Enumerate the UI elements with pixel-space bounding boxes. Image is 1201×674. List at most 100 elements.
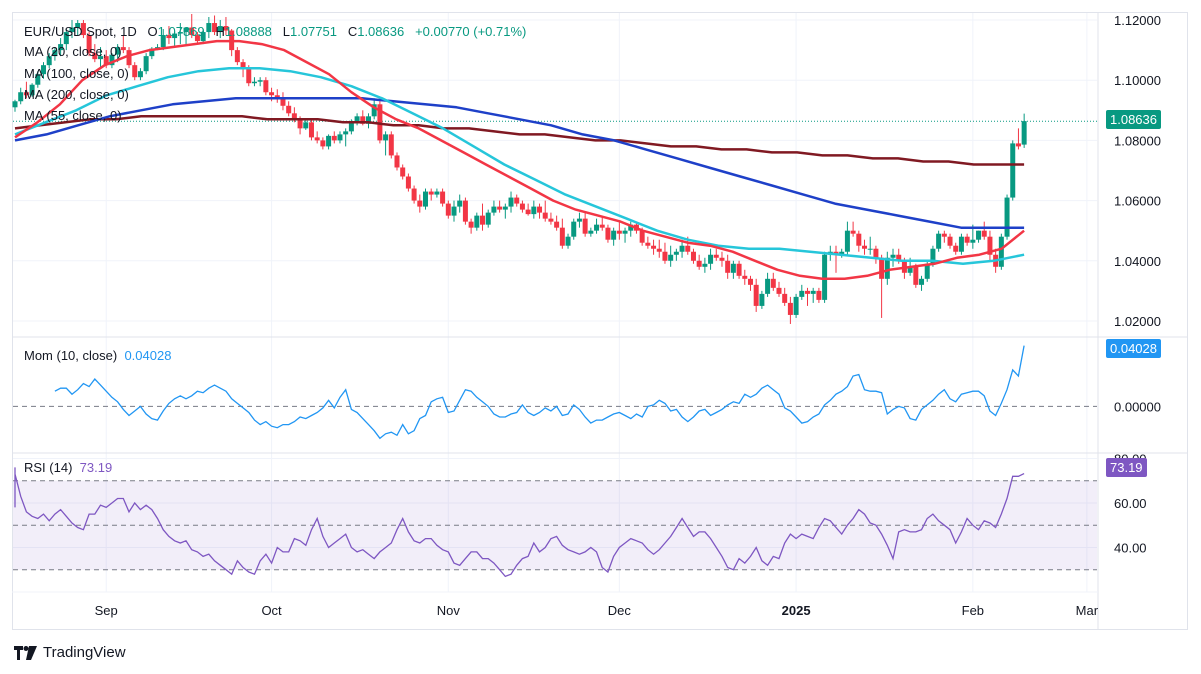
candle-up [58,44,64,51]
candle-down [525,209,531,215]
price-tick-label: 1.12000 [1114,13,1161,28]
low-label: L [282,24,290,39]
candle-down [240,62,246,69]
tradingview-logo-icon [14,645,37,660]
candle-up [702,263,708,267]
candle-up [434,191,440,195]
candle-up [679,245,685,252]
rsi-line [14,467,1025,578]
momentum-series [54,345,1025,440]
candle-down [713,254,719,258]
candle-down [725,260,731,273]
tradingview-logo[interactable]: TradingView [14,644,126,661]
rsi-label: RSI (14) [24,460,73,475]
candle-down [468,221,474,228]
candle-up [451,206,457,216]
ma55-legend[interactable]: MA (55, close, 0) [24,108,122,123]
candle-down [685,245,691,252]
candle-down [234,50,240,63]
candle-up [1021,121,1027,145]
time-tick-label: Feb [962,603,984,618]
candle-down [690,251,696,261]
ma100-legend[interactable]: MA (100, close, 0) [24,66,129,81]
ma20-line [14,39,1025,281]
candle-down [86,35,92,54]
candle-up [257,80,263,82]
close-label: C [347,24,358,39]
candle-down [514,197,520,204]
candle-down [400,167,406,177]
candle-up [217,26,223,33]
momentum-legend[interactable]: Mom (10, close) 0.04028 [24,348,171,364]
candle-up [69,27,75,33]
candle-down [480,215,486,225]
candle-down [645,242,651,246]
candle-down [166,35,172,39]
candle-down [291,113,297,120]
candle-up [423,191,429,207]
candle-up [594,224,600,231]
candle-up [839,251,845,255]
candle-down [964,236,970,243]
candle-up [576,218,582,222]
candle-down [263,80,269,93]
time-axis[interactable]: Sep Oct Nov Dec 2025 Feb Mar [95,603,1099,618]
candle-down [804,290,810,294]
candle-down [417,200,423,207]
candle-up [98,56,104,60]
candle-up [976,230,982,240]
candle-up [588,230,594,234]
ma200-legend[interactable]: MA (200, close, 0) [24,87,129,102]
candle-up [29,84,35,96]
candle-down [559,227,565,246]
candle-down [582,218,588,234]
candle-up [531,206,537,215]
candle-down [947,236,953,246]
candle-down [639,230,645,243]
candle-down [787,302,793,315]
candle-down [548,218,554,222]
candle-up [970,239,976,243]
candle-up [172,33,178,39]
ma55-line [14,115,1025,166]
grid [13,13,1097,592]
candle-up [502,206,508,210]
candle-down [719,257,725,261]
chart-frame [12,12,1188,630]
price-tick-label: 1.08000 [1114,133,1161,148]
candle-down [274,95,280,99]
change-value: +0.00770 (+0.71%) [415,24,527,39]
candle-down [360,116,366,124]
candle-down [394,155,400,168]
candle-up [251,81,257,84]
candle-down [605,227,611,240]
candle-down [742,275,748,279]
candle-up [810,290,816,294]
rsi-legend[interactable]: RSI (14) 73.19 [24,460,112,476]
low-value: 1.07751 [289,24,337,39]
candle-down [194,35,200,42]
candle-down [280,98,286,106]
candle-down [850,230,856,234]
candle-up [485,212,491,225]
dashed-reference-lines [13,120,1097,571]
candle-down [537,206,543,213]
candle-up [1004,197,1010,237]
moving-averages [14,39,1025,281]
candle-up [200,32,206,42]
candle-down [445,203,451,216]
candle-down [440,191,446,204]
candle-up [41,65,47,75]
ma20-legend[interactable]: MA (20, close, 0) [24,44,122,59]
candle-down [542,212,548,219]
candle-up [75,23,81,28]
momentum-value-tag: 0.04028 [1106,339,1161,358]
candle-down [377,104,383,141]
candle-down [308,122,314,138]
candle-down [314,137,320,141]
price-tick-label: 1.04000 [1114,254,1161,269]
candle-up [919,278,925,285]
candle-down [428,191,434,195]
candle-up [177,32,183,34]
